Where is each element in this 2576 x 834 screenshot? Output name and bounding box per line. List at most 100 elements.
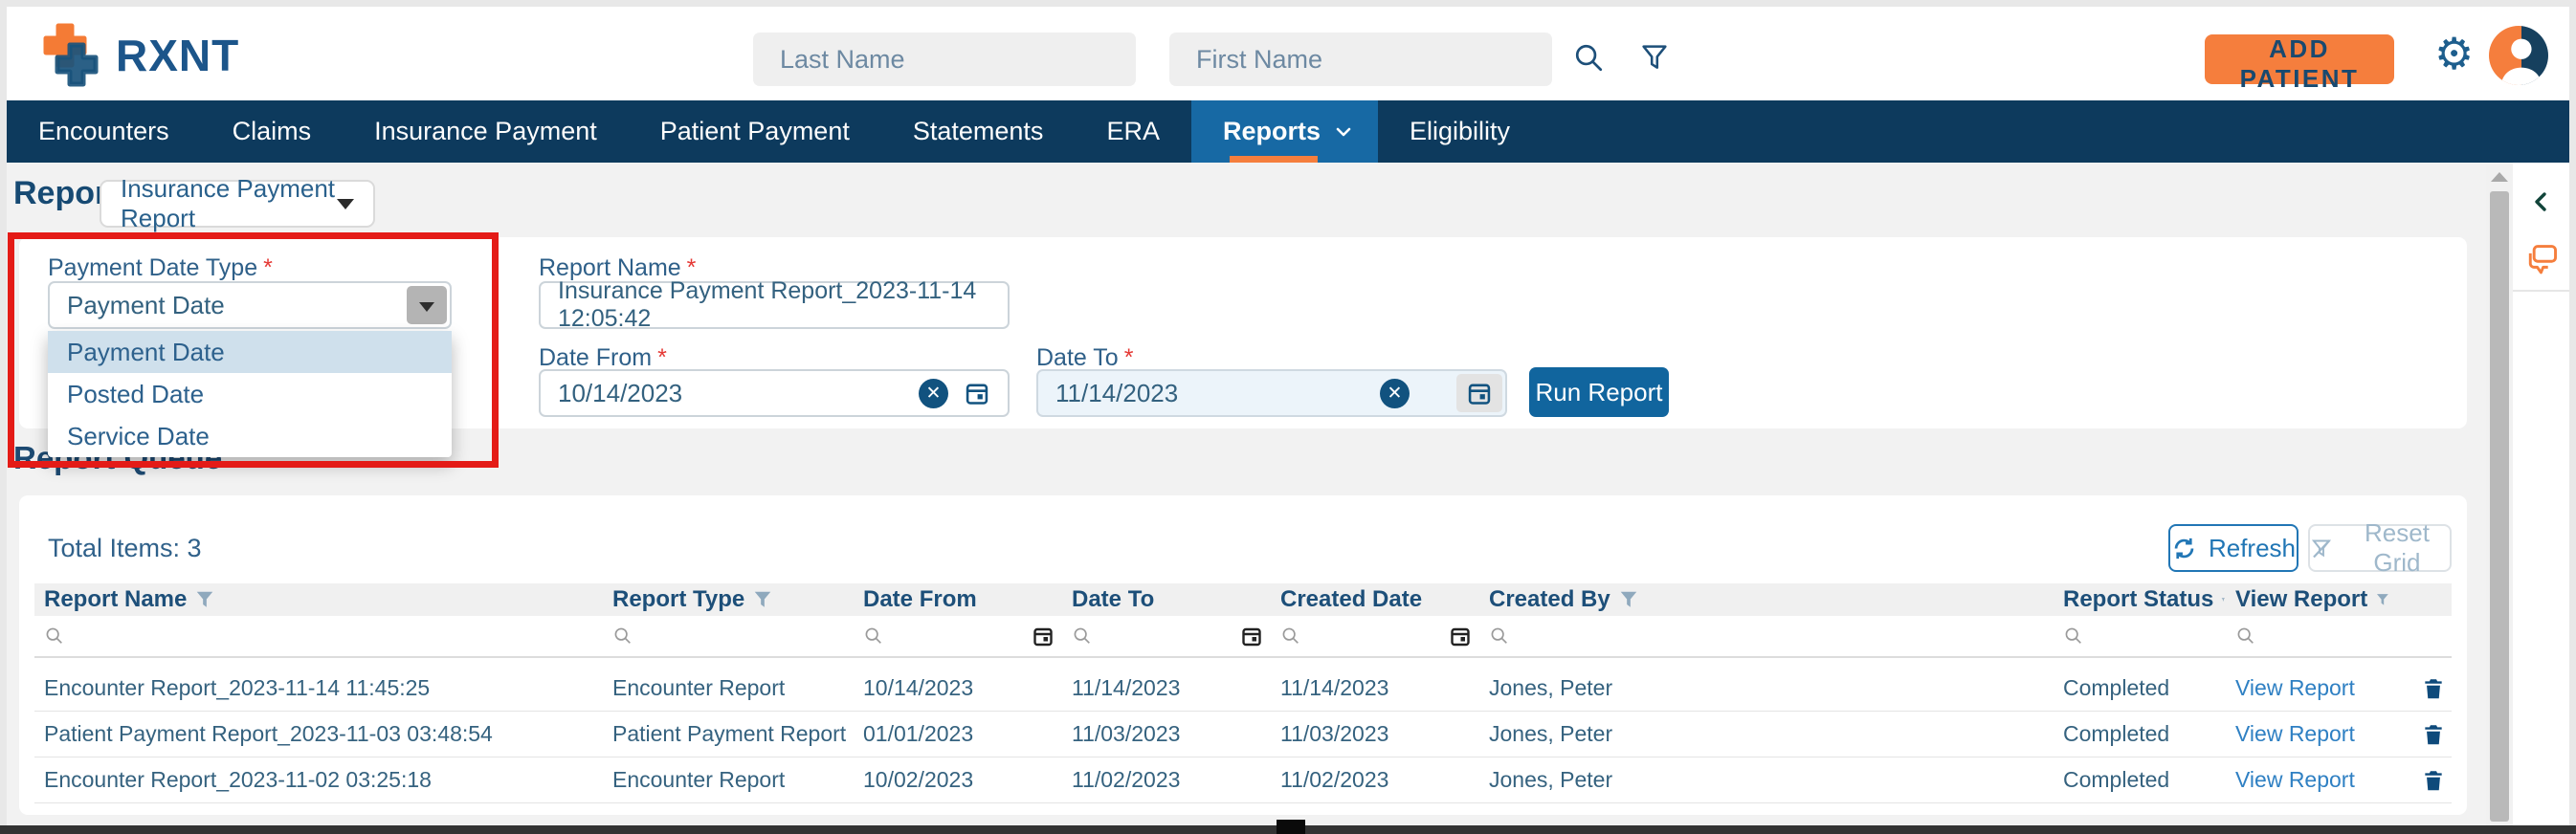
view-report-link[interactable]: View Report — [2235, 767, 2355, 792]
user-avatar[interactable] — [2489, 26, 2548, 85]
cell-created-by: Jones, Peter — [1489, 675, 1613, 700]
table-row[interactable]: Encounter Report_2023-11-02 03:25:18 Enc… — [34, 757, 2452, 803]
nav-item-statements[interactable]: Statements — [912, 117, 1044, 145]
view-report-link[interactable]: View Report — [2235, 675, 2355, 700]
column-created-date[interactable]: Created Date — [1280, 586, 1423, 612]
nav-item-insurance-payment[interactable]: Insurance Payment — [374, 117, 597, 145]
main-nav: Encounters Claims Insurance Payment Pati… — [7, 100, 2569, 163]
calendar-button[interactable] — [1456, 374, 1502, 412]
gear-icon[interactable]: ⚙ — [2434, 29, 2475, 78]
chevron-down-icon — [1332, 121, 1355, 143]
panel-divider — [2513, 290, 2569, 292]
nav-item-reports[interactable]: Reports — [1190, 100, 1378, 163]
nav-item-encounters[interactable]: Encounters — [38, 117, 169, 145]
payment-date-type-value: Payment Date — [67, 290, 225, 319]
column-view-report[interactable]: View Report — [2226, 586, 2390, 613]
horizontal-scrollbar-thumb[interactable] — [1277, 820, 1305, 834]
column-date-to[interactable]: Date To — [1072, 586, 1155, 612]
add-patient-button[interactable]: ADD PATIENT — [2205, 34, 2394, 93]
option-payment-date[interactable]: Payment Date — [48, 331, 452, 373]
payment-date-type-dropdown-button[interactable] — [407, 286, 447, 324]
scrollbar-thumb[interactable] — [2490, 191, 2509, 822]
filter-view-report[interactable] — [2226, 616, 2390, 656]
payment-date-type-listbox: Payment Date Posted Date Service Date — [48, 331, 452, 457]
calendar-icon — [1468, 384, 1491, 405]
clear-date-icon[interactable]: ✕ — [919, 378, 948, 408]
calendar-icon[interactable] — [964, 379, 990, 407]
option-service-date[interactable]: Service Date — [67, 421, 210, 450]
report-name-value: Insurance Payment Report_2023-11-14 12:0… — [558, 277, 977, 332]
column-created-by[interactable]: Created By — [1479, 586, 2054, 613]
calendar-icon[interactable] — [1240, 625, 1263, 647]
calendar-icon[interactable] — [1449, 625, 1472, 647]
table-row[interactable]: Patient Payment Report_2023-11-03 03:48:… — [34, 712, 2452, 757]
column-filter-icon[interactable] — [194, 589, 215, 610]
trash-icon — [2425, 724, 2442, 744]
cell-report-name: Encounter Report_2023-11-02 03:25:18 — [44, 767, 432, 792]
nav-item-patient-payment[interactable]: Patient Payment — [659, 117, 850, 145]
last-name-input[interactable] — [753, 33, 1136, 86]
refresh-button[interactable]: Refresh — [2168, 524, 2298, 572]
delete-report-button[interactable] — [2390, 721, 2452, 748]
chat-icon[interactable] — [2523, 241, 2560, 282]
rxnt-cross-icon — [43, 23, 99, 87]
column-report-status[interactable]: Report Status — [2054, 586, 2226, 613]
filter-created-date[interactable] — [1271, 616, 1479, 656]
search-icon — [46, 627, 62, 644]
search-icon — [2237, 627, 2254, 644]
option-posted-date[interactable]: Posted Date — [67, 379, 205, 408]
delete-report-button[interactable] — [2390, 767, 2452, 794]
filter-report-status[interactable] — [2054, 616, 2226, 656]
right-utility-panel — [2513, 163, 2569, 825]
nav-item-claims[interactable]: Claims — [232, 117, 312, 145]
delete-report-button[interactable] — [2390, 675, 2452, 702]
date-from-label: Date From * — [539, 344, 667, 371]
report-type-select[interactable]: Insurance Payment Report — [100, 174, 375, 232]
column-date-from[interactable]: Date From — [863, 586, 977, 612]
report-name-field[interactable]: Insurance Payment Report_2023-11-14 12:0… — [539, 277, 1010, 332]
date-to-value: 11/14/2023 — [1055, 378, 1179, 407]
nav-item-era[interactable]: ERA — [1106, 117, 1160, 145]
filter-report-name[interactable] — [34, 616, 603, 656]
search-icon — [1282, 627, 1299, 644]
filter-date-to[interactable] — [1062, 616, 1271, 656]
payment-date-type-label: Payment Date Type * — [48, 254, 273, 281]
scroll-up-arrow[interactable] — [2491, 172, 2508, 182]
reset-grid-button[interactable]: Reset Grid — [2308, 518, 2452, 577]
top-header: RXNT ADD PATIENT ⚙ — [7, 7, 2569, 100]
date-from-field[interactable]: 10/14/2023 ✕ — [539, 369, 1010, 417]
cell-report-status: Completed — [2063, 721, 2170, 746]
payment-date-type-field[interactable]: Payment Date — [48, 281, 452, 329]
cell-created-by: Jones, Peter — [1489, 721, 1613, 746]
column-filter-icon[interactable] — [1618, 589, 1639, 610]
search-icon[interactable] — [1572, 41, 1605, 78]
filter-created-by[interactable] — [1479, 616, 2054, 656]
report-queue-panel: Total Items: 3 Refresh Reset Grid Report… — [19, 495, 2467, 815]
date-to-field[interactable]: 11/14/2023 ✕ — [1036, 369, 1507, 417]
report-name-label: Report Name * — [539, 254, 697, 281]
column-filter-icon[interactable] — [2375, 589, 2390, 610]
table-row[interactable]: Encounter Report_2023-11-14 11:45:25 Enc… — [34, 666, 2452, 712]
cell-date-from: 10/14/2023 — [863, 675, 974, 700]
vertical-scrollbar[interactable] — [2486, 165, 2513, 825]
column-report-name[interactable]: Report Name — [34, 586, 603, 613]
collapse-panel-icon[interactable] — [2530, 189, 2553, 219]
caret-down-icon — [419, 302, 434, 312]
required-asterisk: * — [686, 254, 697, 281]
cell-report-name: Patient Payment Report_2023-11-03 03:48:… — [44, 721, 493, 746]
run-report-button[interactable]: Run Report — [1529, 367, 1669, 417]
nav-item-eligibility[interactable]: Eligibility — [1409, 117, 1511, 145]
clear-date-icon[interactable]: ✕ — [1380, 378, 1410, 408]
first-name-input[interactable] — [1169, 33, 1552, 86]
view-report-link[interactable]: View Report — [2235, 721, 2355, 746]
column-report-type[interactable]: Report Type — [603, 586, 854, 613]
report-form-panel: Payment Date Type * Payment Date Payment … — [19, 237, 2467, 457]
cell-created-date: 11/03/2023 — [1280, 721, 1389, 746]
column-filter-icon[interactable] — [2221, 589, 2226, 610]
filter-report-type[interactable] — [603, 616, 854, 656]
filter-date-from[interactable] — [854, 616, 1062, 656]
filter-icon[interactable] — [1639, 41, 1670, 78]
caret-down-icon — [337, 198, 354, 209]
calendar-icon[interactable] — [1032, 625, 1055, 647]
column-filter-icon[interactable] — [752, 589, 773, 610]
